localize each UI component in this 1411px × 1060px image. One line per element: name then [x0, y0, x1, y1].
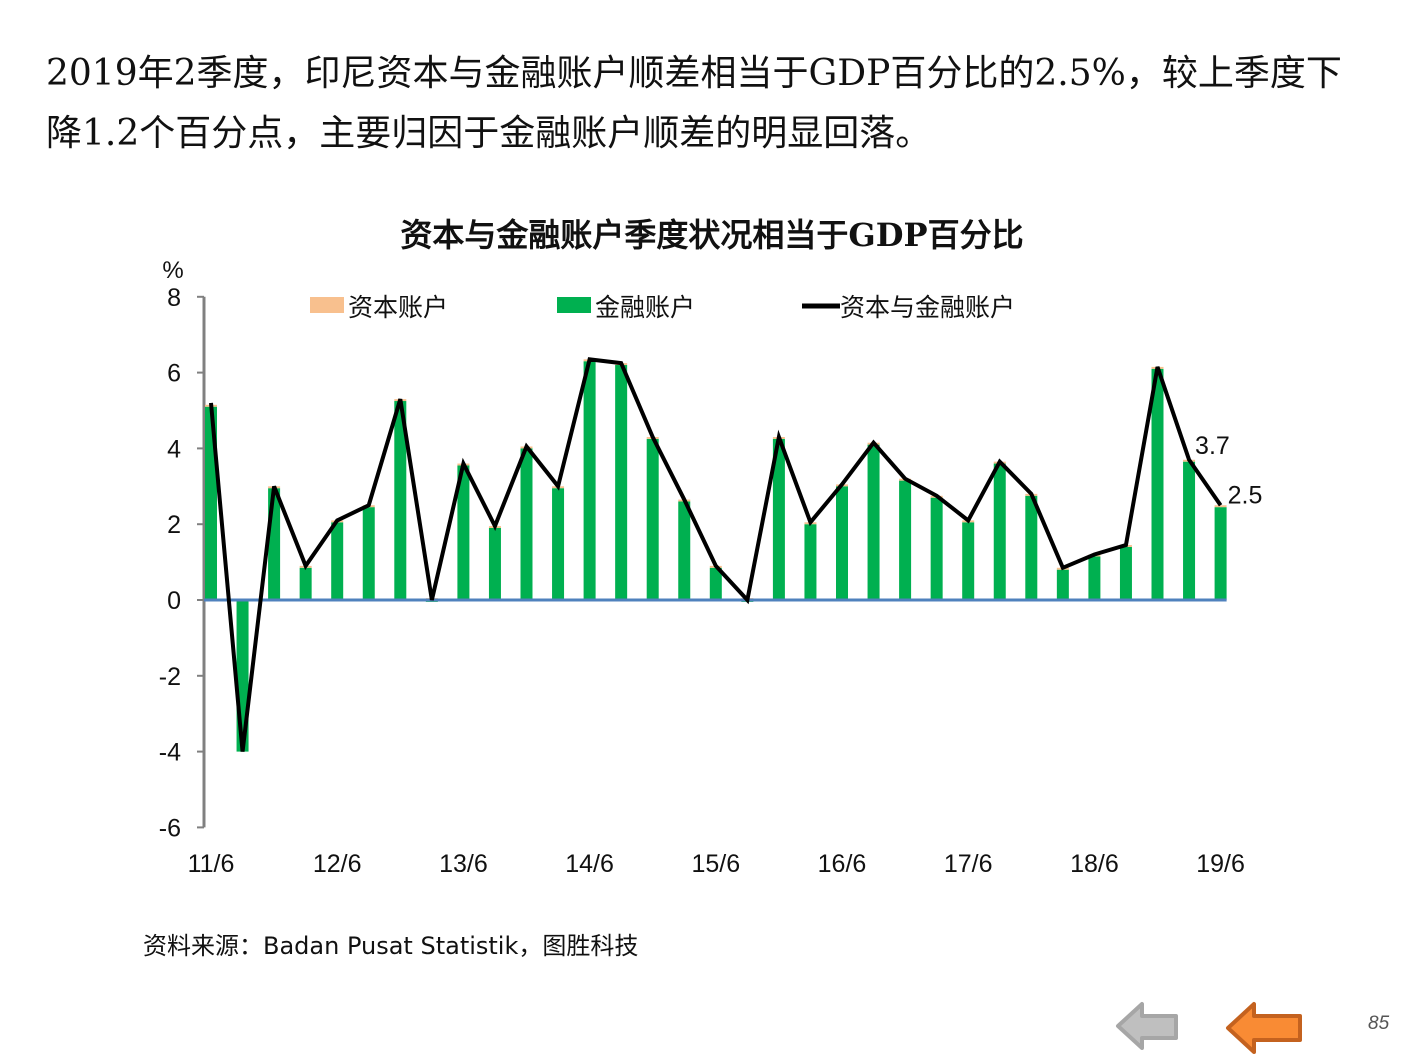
back-button[interactable]: [1224, 1000, 1304, 1060]
chart-title: 资本与金融账户季度状况相当于GDP百分比: [400, 216, 1023, 254]
headline: 2019年2季度，印尼资本与金融账户顺差相当于GDP百分比的2.5%，较上季度下…: [46, 53, 1342, 154]
financial-bar: [772, 438, 785, 600]
financial-bar: [804, 524, 817, 600]
x-tick-label: 11/6: [188, 850, 235, 878]
financial-bar: [1025, 495, 1038, 600]
financial-bar: [836, 486, 848, 600]
financial-bar: [615, 365, 628, 600]
legend-swatch: [310, 297, 344, 313]
financial-bar: [394, 401, 407, 600]
data-label: 2.5: [1228, 481, 1263, 509]
prev-button[interactable]: [1114, 1000, 1180, 1056]
legend-swatch: [557, 297, 591, 313]
page-number: 85: [1368, 1013, 1390, 1034]
x-tick-label: 13/6: [439, 850, 488, 878]
y-tick-label: 2: [167, 511, 181, 539]
financial-bar: [646, 438, 659, 600]
financial-bar: [299, 567, 312, 600]
source-note: 资料来源：Badan Pusat Statistik，图胜科技: [143, 932, 639, 960]
x-tick-label: 14/6: [565, 850, 614, 878]
x-tick-label: 17/6: [944, 850, 993, 878]
financial-bar: [488, 527, 501, 600]
y-tick-label: 4: [167, 435, 181, 463]
y-tick-label: -2: [159, 663, 181, 691]
financial-bar: [1214, 507, 1227, 600]
financial-bar: [362, 507, 375, 600]
financial-bar: [1183, 461, 1196, 600]
x-tick-label: 12/6: [313, 850, 362, 878]
financial-bar: [899, 480, 912, 600]
legend-label: 金融账户: [595, 293, 695, 322]
y-axis-unit: %: [162, 257, 183, 284]
y-tick-label: -6: [159, 814, 181, 842]
y-tick-label: 6: [167, 360, 181, 388]
financial-bar: [678, 501, 691, 600]
arrow-left-gray-icon: [1116, 1002, 1178, 1050]
financial-bar: [930, 497, 943, 600]
capital-bar: [1214, 505, 1227, 508]
financial-bar: [1088, 556, 1101, 600]
financial-bar: [867, 444, 880, 600]
financial-bar: [1056, 569, 1069, 600]
x-tick-label: 19/6: [1196, 850, 1245, 878]
x-tick-label: 18/6: [1070, 850, 1119, 878]
financial-bar: [962, 522, 975, 600]
financial-bar: [331, 522, 344, 600]
data-label: 3.7: [1195, 432, 1230, 460]
financial-bar: [457, 465, 470, 600]
financial-bar: [1119, 546, 1132, 600]
financial-bar: [520, 448, 533, 600]
financial-bar: [709, 567, 722, 600]
x-tick-label: 15/6: [691, 850, 740, 878]
financial-bar: [552, 488, 565, 600]
legend-label: 资本与金融账户: [840, 293, 1015, 322]
financial-bar: [993, 463, 1006, 600]
x-tick-label: 16/6: [818, 850, 867, 878]
financial-bar: [1151, 368, 1164, 600]
y-tick-label: 8: [167, 284, 181, 312]
total-line: [209, 357, 1223, 752]
y-tick-label: -4: [159, 739, 181, 767]
legend-label: 资本账户: [348, 293, 448, 322]
y-tick-label: 0: [167, 587, 181, 615]
financial-bar: [583, 361, 596, 600]
arrow-left-orange-icon: [1226, 1002, 1302, 1054]
